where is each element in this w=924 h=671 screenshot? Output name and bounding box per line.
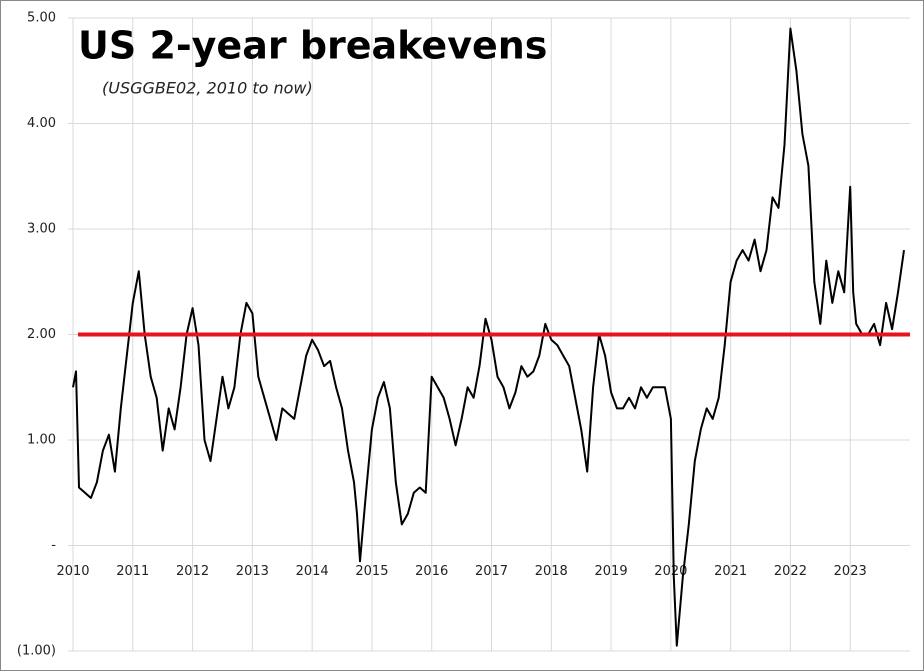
y-tick-label: 1.00 — [27, 433, 56, 448]
y-tick-label: 3.00 — [27, 222, 56, 237]
x-tick-label: 2010 — [56, 564, 89, 579]
y-tick-label: 5.00 — [27, 11, 56, 26]
x-tick-label: 2019 — [595, 564, 628, 579]
chart-subtitle: (USGGBE02, 2010 to now) — [102, 79, 313, 98]
x-tick-label: 2020 — [654, 564, 687, 579]
y-tick-label: - — [51, 538, 56, 553]
y-tick-label: (1.00) — [17, 644, 56, 659]
x-tick-label: 2016 — [415, 564, 448, 579]
x-tick-label: 2014 — [296, 564, 329, 579]
x-tick-label: 2015 — [355, 564, 388, 579]
x-tick-label: 2021 — [714, 564, 747, 579]
x-tick-label: 2013 — [236, 564, 269, 579]
x-tick-label: 2012 — [176, 564, 209, 579]
x-tick-label: 2018 — [535, 564, 568, 579]
line-series — [72, 27, 905, 647]
x-tick-label: 2017 — [475, 564, 508, 579]
chart-title: US 2-year breakevens — [78, 24, 547, 68]
x-tick-label: 2022 — [774, 564, 807, 579]
y-tick-label: 4.00 — [27, 116, 56, 131]
y-tick-label: 2.00 — [27, 327, 56, 342]
x-tick-label: 2023 — [834, 564, 867, 579]
x-tick-label: 2011 — [116, 564, 149, 579]
